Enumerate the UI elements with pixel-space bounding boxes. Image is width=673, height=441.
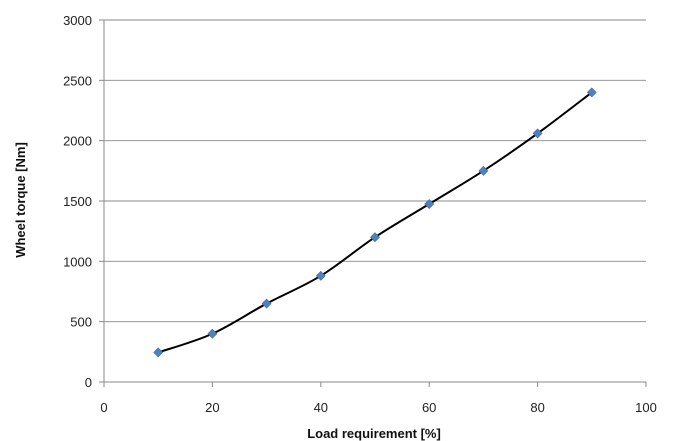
y-tick-label: 3000	[63, 13, 92, 28]
data-point-50	[370, 232, 380, 243]
x-tick-labels: 0 20 40 60 80 100	[100, 400, 656, 415]
y-tick-labels: 0 500 1000 1500 2000 2500 3000	[63, 13, 92, 390]
gridlines	[104, 19, 646, 323]
y-axis-title: Wheel torque [Nm]	[13, 142, 28, 258]
data-point-90	[586, 87, 597, 98]
y-tick-label: 1500	[63, 194, 92, 209]
x-tick-label: 40	[314, 400, 328, 415]
data-point-70	[478, 165, 489, 176]
data-point-20	[207, 328, 218, 339]
data-point-40	[315, 270, 326, 281]
x-tick-label: 0	[100, 400, 107, 415]
y-tick-label: 2500	[63, 73, 92, 88]
y-tick-label: 2000	[63, 134, 92, 149]
x-axis-title: Load requirement [%]	[307, 426, 441, 441]
data-point-10	[153, 347, 164, 358]
y-tick-label: 500	[70, 315, 92, 330]
data-point-80	[532, 128, 543, 139]
x-tick-label: 60	[422, 400, 436, 415]
y-tick-label: 1000	[63, 254, 92, 269]
data-point-30	[261, 298, 272, 309]
series-line	[157, 91, 593, 354]
x-tick-label: 100	[635, 400, 657, 415]
x-tick-label: 80	[530, 400, 544, 415]
data-point-60	[424, 199, 435, 209]
axes	[99, 19, 647, 387]
series	[153, 87, 597, 358]
x-tick-label: 20	[205, 400, 219, 415]
y-tick-label: 0	[85, 375, 92, 390]
